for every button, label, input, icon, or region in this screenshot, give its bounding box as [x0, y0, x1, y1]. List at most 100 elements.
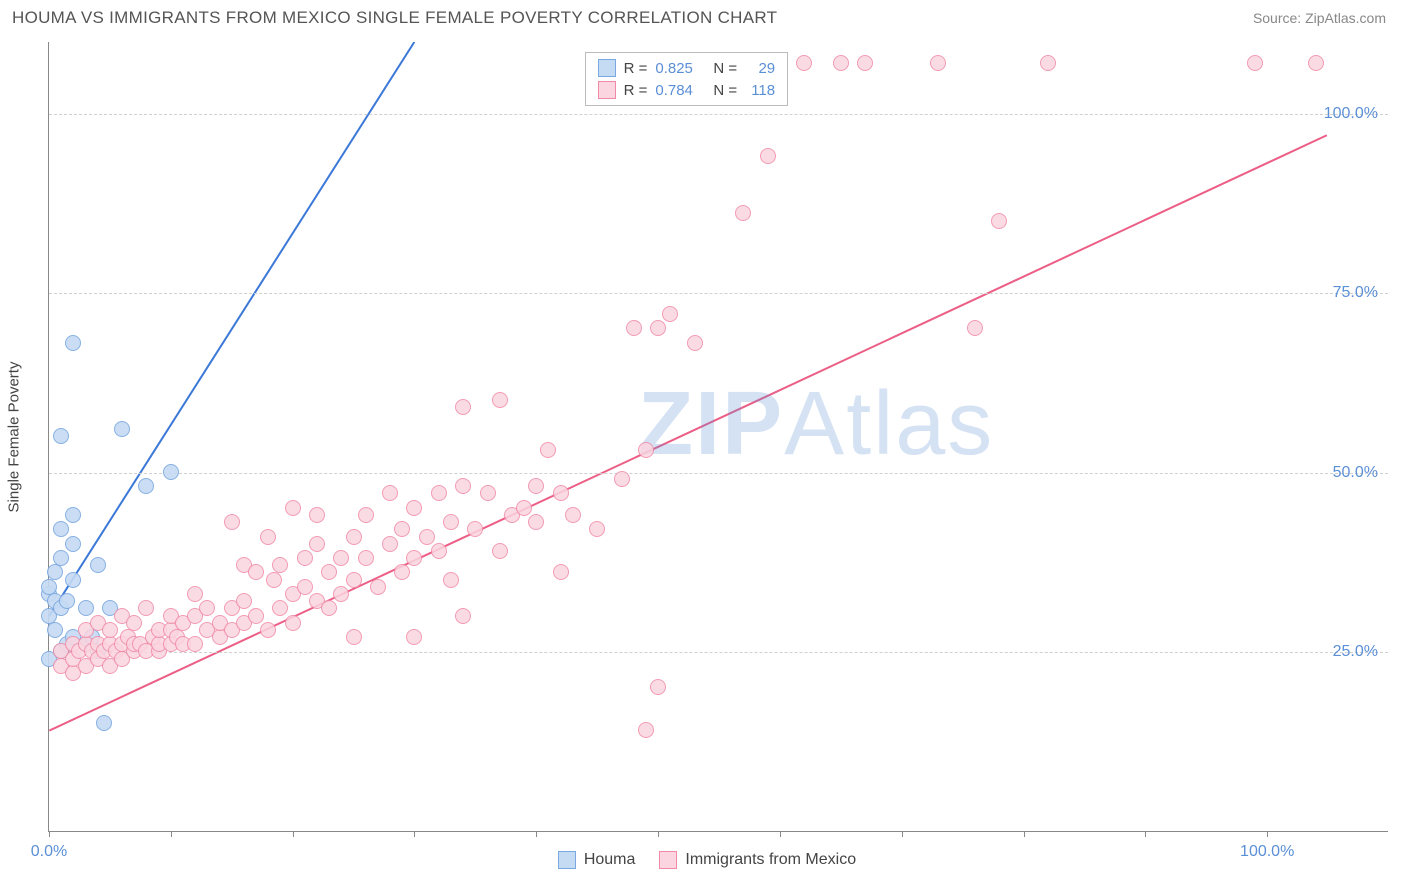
scatter-point	[455, 608, 471, 624]
x-tick	[902, 831, 903, 837]
legend-item: Immigrants from Mexico	[659, 851, 856, 869]
scatter-point	[650, 320, 666, 336]
grid-line	[49, 652, 1388, 653]
x-max-label: 100.0%	[1240, 843, 1294, 861]
scatter-point	[358, 550, 374, 566]
scatter-point	[59, 593, 75, 609]
scatter-point	[138, 478, 154, 494]
scatter-point	[930, 55, 946, 71]
scatter-point	[163, 464, 179, 480]
scatter-point	[614, 471, 630, 487]
legend-swatch	[598, 81, 616, 99]
scatter-point	[431, 485, 447, 501]
grid-line	[49, 293, 1388, 294]
x-tick	[536, 831, 537, 837]
scatter-point	[967, 320, 983, 336]
n-value: 29	[745, 60, 775, 77]
scatter-point	[1308, 55, 1324, 71]
r-label: R =	[624, 60, 648, 77]
scatter-point	[114, 421, 130, 437]
scatter-point	[528, 478, 544, 494]
scatter-point	[1040, 55, 1056, 71]
y-axis-label: Single Female Poverty	[6, 362, 23, 513]
watermark-bold: ZIP	[638, 374, 784, 474]
scatter-point	[96, 715, 112, 731]
scatter-point	[321, 600, 337, 616]
scatter-point	[443, 514, 459, 530]
scatter-point	[47, 622, 63, 638]
scatter-point	[382, 485, 398, 501]
scatter-point	[1247, 55, 1263, 71]
scatter-point	[492, 392, 508, 408]
scatter-point	[65, 335, 81, 351]
scatter-point	[406, 629, 422, 645]
source-label: Source: ZipAtlas.com	[1253, 10, 1386, 26]
x-tick	[293, 831, 294, 837]
x-tick	[1145, 831, 1146, 837]
chart-title: HOUMA VS IMMIGRANTS FROM MEXICO SINGLE F…	[12, 8, 777, 28]
legend-swatch	[558, 851, 576, 869]
scatter-point	[53, 521, 69, 537]
scatter-point	[394, 564, 410, 580]
scatter-point	[406, 550, 422, 566]
scatter-point	[90, 557, 106, 573]
r-value: 0.784	[655, 82, 705, 99]
scatter-point	[236, 593, 252, 609]
scatter-point	[358, 507, 374, 523]
scatter-point	[199, 600, 215, 616]
r-value: 0.825	[655, 60, 705, 77]
scatter-point	[187, 586, 203, 602]
scatter-point	[321, 564, 337, 580]
scatter-point	[187, 636, 203, 652]
scatter-point	[53, 428, 69, 444]
scatter-point	[78, 600, 94, 616]
scatter-point	[419, 529, 435, 545]
scatter-point	[346, 629, 362, 645]
scatter-point	[553, 485, 569, 501]
scatter-point	[65, 536, 81, 552]
scatter-point	[224, 514, 240, 530]
watermark-light: Atlas	[784, 374, 994, 474]
scatter-point	[406, 500, 422, 516]
scatter-point	[735, 205, 751, 221]
scatter-point	[589, 521, 605, 537]
legend-label: Immigrants from Mexico	[685, 851, 856, 869]
x-tick	[171, 831, 172, 837]
scatter-point	[333, 586, 349, 602]
scatter-point	[662, 306, 678, 322]
scatter-point	[248, 564, 264, 580]
scatter-point	[650, 679, 666, 695]
r-label: R =	[624, 82, 648, 99]
scatter-point	[516, 500, 532, 516]
scatter-point	[638, 722, 654, 738]
legend-item: Houma	[558, 851, 636, 869]
scatter-point	[285, 615, 301, 631]
scatter-point	[833, 55, 849, 71]
legend-label: Houma	[584, 851, 636, 869]
scatter-point	[47, 564, 63, 580]
scatter-point	[297, 550, 313, 566]
scatter-point	[272, 557, 288, 573]
scatter-point	[565, 507, 581, 523]
scatter-point	[760, 148, 776, 164]
scatter-point	[309, 536, 325, 552]
plot-area: ZIPAtlas 25.0%50.0%75.0%100.0%0.0%100.0%…	[48, 42, 1388, 832]
scatter-point	[492, 543, 508, 559]
y-tick-label: 50.0%	[1333, 464, 1378, 482]
legend-swatch	[659, 851, 677, 869]
scatter-point	[346, 572, 362, 588]
scatter-point	[370, 579, 386, 595]
scatter-point	[540, 442, 556, 458]
scatter-point	[382, 536, 398, 552]
scatter-point	[65, 507, 81, 523]
scatter-point	[138, 600, 154, 616]
scatter-point	[796, 55, 812, 71]
y-tick-label: 25.0%	[1333, 643, 1378, 661]
scatter-point	[553, 564, 569, 580]
x-tick	[414, 831, 415, 837]
scatter-point	[260, 529, 276, 545]
scatter-point	[272, 600, 288, 616]
scatter-point	[431, 543, 447, 559]
trend-line	[49, 135, 1326, 730]
n-label: N =	[713, 60, 737, 77]
